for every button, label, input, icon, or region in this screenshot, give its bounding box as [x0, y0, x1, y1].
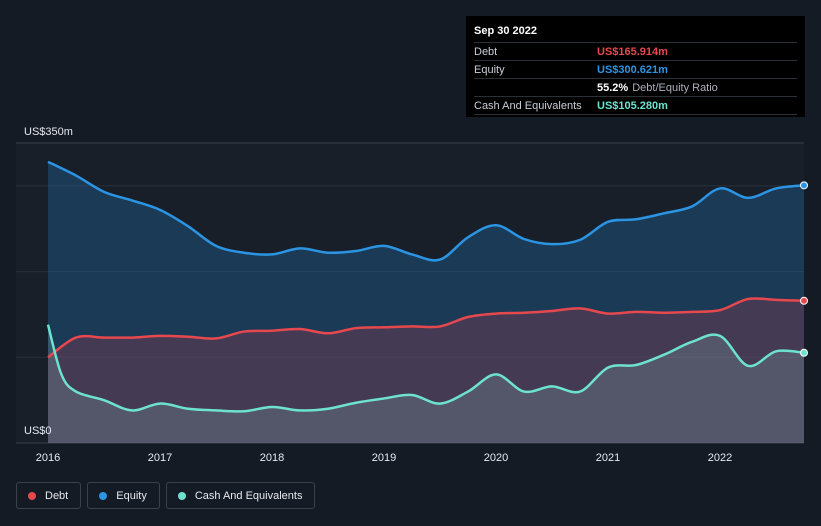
- debt-end-marker[interactable]: [800, 296, 808, 305]
- x-tick-2016: 2016: [36, 452, 60, 464]
- equity-end-marker[interactable]: [800, 181, 808, 190]
- debt-line: [47, 297, 805, 359]
- series-areas: [48, 161, 804, 443]
- legend-debt-label: Debt: [45, 489, 69, 502]
- x-tick-2020: 2020: [484, 452, 508, 464]
- x-tick-2017: 2017: [148, 452, 172, 464]
- x-tick-2021: 2021: [596, 452, 620, 464]
- x-tick-2022: 2022: [708, 452, 732, 464]
- legend-cash-label: Cash And Equivalents: [194, 489, 303, 502]
- equity-dot-icon: [99, 491, 108, 500]
- tooltip-ratio-label: Debt/Equity Ratio: [632, 81, 718, 94]
- cash-end-marker[interactable]: [800, 348, 808, 357]
- tooltip-equity-value: US$300.621m: [597, 63, 668, 76]
- tooltip-row-cash: Cash And Equivalents US$105.280m: [474, 96, 797, 115]
- tooltip-equity-label: Equity: [474, 63, 505, 76]
- tooltip-row-debt: Debt US$165.914m: [474, 42, 797, 60]
- data-tooltip: Sep 30 2022 Debt US$165.914m Equity US$3…: [466, 16, 805, 117]
- gridlines: [16, 142, 804, 444]
- tooltip-cash-label: Cash And Equivalents: [474, 99, 582, 112]
- legend-item-debt[interactable]: Debt: [16, 482, 82, 509]
- cash-area: [48, 324, 804, 443]
- tooltip-ratio-value: 55.2%: [597, 81, 629, 94]
- tooltip-debt-value: US$165.914m: [597, 45, 668, 58]
- legend-item-equity[interactable]: Equity: [87, 482, 160, 509]
- series-lines: [46, 160, 805, 413]
- x-tick-2019: 2019: [372, 452, 396, 464]
- tooltip-date: Sep 30 2022: [474, 25, 537, 37]
- chart-legend: Debt Equity Cash And Equivalents: [16, 482, 316, 509]
- x-tick-2018: 2018: [260, 452, 284, 464]
- debt-dot-icon: [28, 491, 36, 500]
- y-axis-top-label: US$350m: [24, 126, 73, 138]
- equity-line: [47, 160, 805, 262]
- y-axis-bottom-label: US$0: [24, 425, 52, 437]
- cash-dot-icon: [177, 491, 186, 500]
- cash-line: [46, 324, 805, 413]
- tooltip-cash-value: US$105.280m: [597, 99, 668, 112]
- legend-equity-label: Equity: [116, 489, 147, 502]
- debt-area: [48, 298, 804, 443]
- series-end-markers: [800, 181, 808, 357]
- x-axis-ticks: 2016 2017 2018 2019 2020 2021 2022: [36, 452, 732, 464]
- legend-item-cash[interactable]: Cash And Equivalents: [165, 482, 316, 509]
- plot-background: [16, 143, 804, 443]
- tooltip-row-ratio: 55.2% Debt/Equity Ratio: [474, 78, 797, 96]
- equity-area: [48, 161, 804, 443]
- tooltip-debt-label: Debt: [474, 45, 498, 58]
- tooltip-row-equity: Equity US$300.621m: [474, 60, 797, 78]
